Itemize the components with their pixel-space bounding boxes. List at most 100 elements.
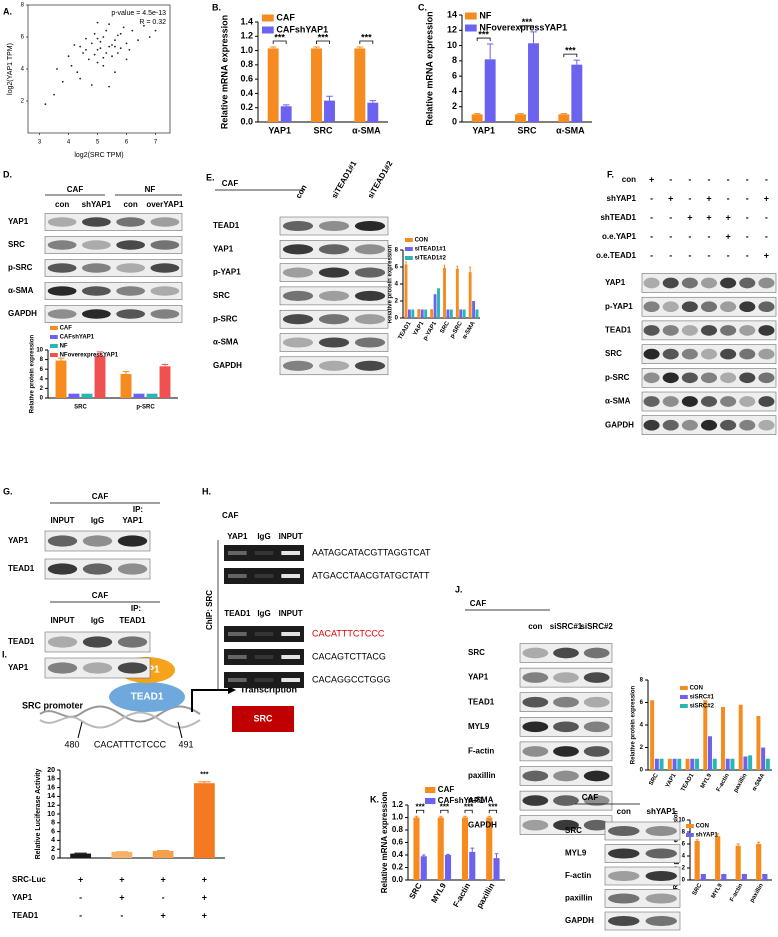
bar — [437, 288, 440, 318]
row-label: TEAD1 — [8, 637, 35, 646]
row-label: α-SMA — [213, 338, 239, 347]
lane-label: YAP1 — [227, 532, 248, 541]
band — [116, 240, 146, 250]
x-tick-label: SRC — [439, 320, 451, 335]
band — [522, 819, 549, 831]
x-tick-label: α-SMA — [352, 125, 381, 135]
bar — [146, 393, 158, 398]
legend-label: siSRC#1 — [690, 695, 715, 701]
blot-strip — [641, 368, 777, 388]
point — [119, 47, 122, 50]
band — [662, 348, 679, 360]
group-label: CAF — [582, 793, 599, 802]
bar — [159, 366, 171, 398]
y-tick-label: 18 — [47, 776, 55, 783]
point — [108, 85, 111, 88]
sig-bracket — [359, 40, 374, 44]
band — [583, 770, 610, 782]
band — [522, 647, 549, 659]
band — [318, 290, 350, 301]
x-tick-label: MYL9 — [700, 772, 714, 789]
x-tick-label: α-SMA — [752, 772, 767, 792]
condition-sign: - — [727, 250, 730, 260]
band — [583, 672, 610, 683]
annotation: p-value = 4.5e-13 — [111, 10, 166, 17]
y-tick-label: 12 — [47, 802, 55, 809]
row-label: GAPDH — [468, 820, 497, 829]
significance: *** — [488, 802, 498, 811]
point — [119, 32, 122, 35]
error-bar — [494, 853, 499, 859]
band — [700, 277, 718, 289]
y-axis-label: Relative mRNA expression — [219, 15, 229, 129]
lane-label: con — [55, 200, 69, 209]
bar — [404, 264, 408, 318]
band — [720, 348, 737, 360]
legend-label: siTEAD1#2 — [415, 256, 447, 262]
side-label: ChIP: SRC — [205, 590, 214, 630]
band — [117, 636, 148, 648]
band — [739, 325, 756, 336]
point — [114, 71, 116, 74]
lane-label: siTEAD1#1 — [330, 159, 359, 200]
error-bar — [487, 815, 492, 818]
lane-label: INPUT — [51, 516, 75, 525]
lane-label: shYAP1 — [82, 200, 112, 209]
group-label: CAF — [470, 599, 487, 608]
condition-sign: + — [202, 874, 207, 884]
bar — [571, 64, 583, 122]
lane-label: siSRC#1 — [550, 622, 583, 631]
condition-sign: - — [746, 231, 749, 241]
y-tick-label: 0 — [51, 855, 55, 862]
significance: *** — [361, 32, 372, 42]
band — [354, 337, 386, 348]
gel-strip — [224, 672, 304, 688]
bar — [444, 855, 452, 880]
point — [125, 58, 128, 61]
legend-swatch — [405, 247, 413, 251]
band — [282, 360, 314, 371]
error-bar — [356, 46, 364, 49]
band — [282, 337, 314, 348]
point — [154, 29, 157, 32]
band — [643, 372, 660, 384]
gel-strip — [224, 626, 304, 642]
lane-label: con — [294, 183, 309, 200]
bar — [703, 700, 708, 770]
point — [93, 53, 96, 56]
band — [553, 672, 579, 683]
x-tick-label: MYL9 — [429, 881, 448, 904]
point — [82, 52, 84, 54]
legend-swatch — [405, 256, 413, 260]
y-tick-label: 8 — [682, 830, 686, 836]
dna-strand — [39, 711, 201, 729]
error-bar — [369, 100, 377, 103]
blot-strip — [44, 236, 183, 254]
bar — [55, 360, 67, 398]
x-tick-label: α-SMA — [556, 125, 585, 135]
band — [583, 795, 610, 806]
gel-band — [254, 551, 274, 555]
point — [102, 64, 105, 67]
lane-label: siTEAD1#2 — [366, 159, 395, 200]
condition-sign: - — [708, 231, 711, 241]
y-tick-label: 0.0 — [240, 116, 253, 126]
bar — [748, 755, 753, 770]
point — [102, 56, 105, 59]
x-tick-label: 6 — [125, 140, 129, 146]
band — [662, 277, 679, 289]
bar — [459, 309, 463, 318]
band — [700, 348, 718, 360]
bar — [756, 716, 761, 770]
x-tick-label: 4 — [67, 140, 71, 146]
bar — [762, 874, 768, 880]
error-bar — [122, 371, 130, 374]
gel-band — [228, 574, 247, 578]
bar — [111, 851, 133, 858]
sequence: CACAGTCTTACG — [312, 651, 386, 661]
condition-sign: - — [708, 250, 711, 260]
condition-sign: - — [669, 212, 672, 222]
bar — [486, 817, 493, 880]
y-tick-label: 4 — [640, 723, 644, 729]
sig-bracket — [440, 809, 449, 814]
